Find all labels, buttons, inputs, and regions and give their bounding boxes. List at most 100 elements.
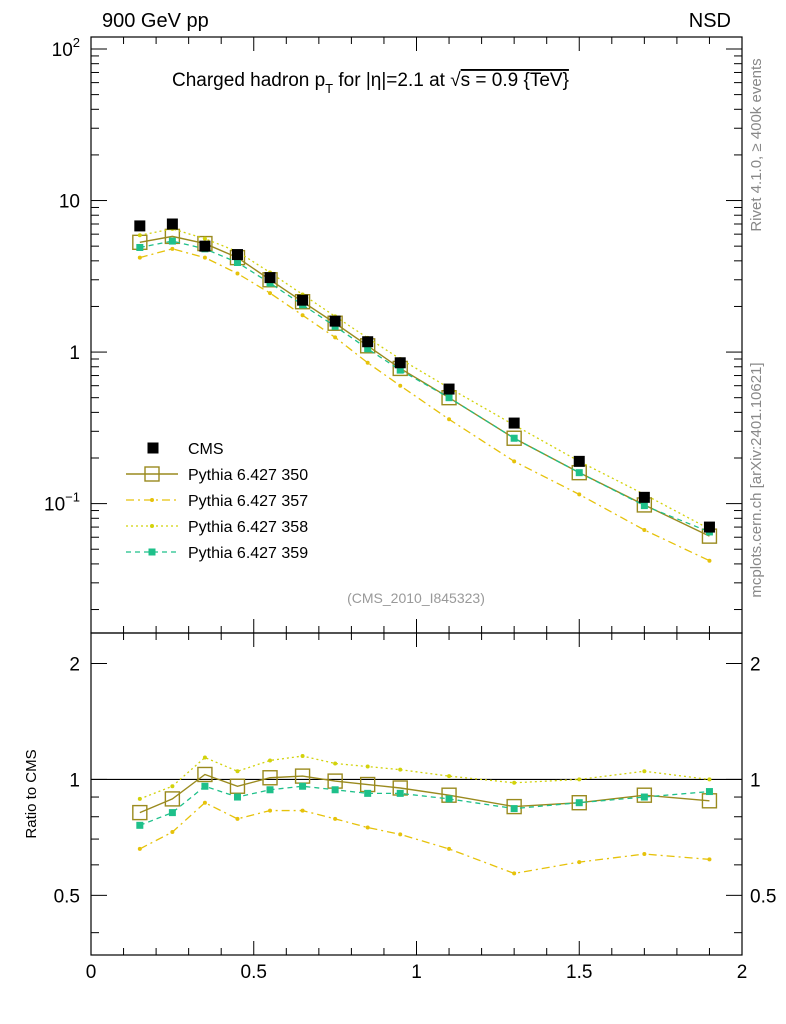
ratio-point-p359 — [299, 782, 307, 790]
legend-label-p357: Pythia 6.427 357 — [188, 493, 308, 510]
point-p359 — [445, 394, 453, 402]
ratio-point-p350 — [506, 798, 522, 815]
point-data — [362, 336, 374, 348]
point-data — [508, 417, 520, 429]
ratio-point-p358 — [447, 774, 452, 779]
point-data — [231, 249, 243, 261]
series-line-p350 — [139, 235, 710, 537]
ratio-point-p358 — [365, 764, 370, 769]
title-prefix: Charged hadron p — [172, 70, 325, 91]
series-group — [132, 218, 718, 563]
legend-label-data: CMS — [188, 441, 224, 458]
point-data — [573, 455, 585, 467]
ratio-point-p357 — [398, 832, 403, 837]
point-p357 — [170, 246, 175, 251]
ratio-line-p357 — [139, 801, 710, 875]
ratio-point-p358 — [512, 780, 517, 785]
point-p357 — [365, 360, 370, 365]
point-p359 — [136, 243, 144, 251]
point-data — [166, 218, 178, 230]
ratio-point-p350 — [164, 791, 181, 807]
y-tick-base: 10 — [44, 495, 65, 516]
ratio-point-p350 — [229, 778, 246, 794]
ratio-point-p359 — [640, 793, 648, 801]
ratio-point-p358 — [642, 769, 647, 774]
y-tick-base: 10 — [52, 40, 73, 61]
series-line-p357 — [139, 248, 710, 562]
point-data — [199, 240, 211, 252]
plot-title: Charged hadron pT for |η|=2.1 at √s = 0.… — [172, 70, 569, 96]
y-tick-label: 10−1 — [44, 490, 80, 516]
ratio-point-p357 — [300, 808, 305, 813]
ratio-point-p357 — [202, 800, 207, 805]
ratio-point-p359 — [233, 793, 241, 801]
ratio-point-p359 — [168, 809, 176, 817]
point-p357 — [300, 313, 305, 318]
point-p357 — [398, 383, 403, 388]
y-tick-label: 10 — [59, 192, 80, 213]
point-p357 — [202, 255, 207, 260]
series-line-p359 — [139, 240, 710, 533]
ratio-point-p357 — [235, 816, 240, 821]
point-data — [297, 294, 309, 306]
ratio-point-p357 — [365, 825, 370, 830]
point-p357 — [333, 335, 338, 340]
ratio-point-p350 — [132, 804, 148, 821]
analysis-id: (CMS_2010_I845323) — [347, 590, 485, 606]
legend-label-p358: Pythia 6.427 358 — [188, 519, 308, 536]
point-data — [638, 491, 650, 503]
legend-marker-p357 — [150, 498, 154, 502]
ratio-point-p359 — [331, 786, 339, 794]
x-tick-label: 2 — [737, 962, 748, 983]
point-p359 — [640, 502, 648, 510]
ratio-point-p358 — [300, 754, 305, 759]
ratio-point-p357 — [512, 871, 517, 876]
ratio-point-p358 — [170, 784, 175, 789]
ratio-point-p359 — [510, 805, 518, 813]
ratio-line-p358 — [139, 755, 710, 800]
y-tick-label: 1 — [69, 343, 80, 364]
ratio-point-p358 — [707, 777, 712, 782]
ratio-point-p357 — [268, 808, 273, 813]
header-energy: 900 GeV pp — [102, 10, 209, 32]
ratio-point-p358 — [137, 796, 142, 801]
ratio-y-tick-label: 1 — [69, 770, 80, 791]
point-p359 — [396, 366, 404, 374]
point-p357 — [707, 558, 712, 563]
y-tick-exp: 2 — [73, 35, 80, 50]
ratio-point-p358 — [577, 777, 582, 782]
point-p357 — [137, 255, 142, 260]
ratio-point-p350 — [636, 787, 653, 803]
point-data — [703, 521, 715, 533]
title-sub: T — [325, 81, 333, 96]
point-p358 — [137, 233, 142, 238]
rivet-label: Rivet 4.1.0, ≥ 400k events — [748, 58, 765, 231]
title-eta: for |η|=2.1 at — [333, 70, 450, 91]
y-tick-exp: −1 — [65, 490, 80, 505]
series-line-p358 — [139, 228, 710, 530]
point-p357 — [268, 291, 273, 296]
ratio-point-p358 — [333, 761, 338, 766]
main-panel-frame — [90, 36, 743, 634]
ratio-y-tick-label-right: 1 — [750, 770, 761, 791]
legend-marker-p350 — [144, 466, 160, 482]
point-p357 — [512, 459, 517, 464]
ratio-y-tick-label: 0.5 — [54, 886, 80, 907]
ratio-point-p359 — [364, 789, 372, 797]
point-p359 — [266, 279, 274, 287]
point-p359 — [575, 469, 583, 477]
ratio-point-p359 — [266, 786, 274, 794]
legend-label-p359: Pythia 6.427 359 — [188, 545, 308, 562]
ratio-point-p359 — [445, 795, 453, 803]
point-p359 — [364, 345, 372, 353]
ratio-point-p357 — [137, 846, 142, 851]
ratio-point-p357 — [577, 860, 582, 865]
legend-label-p350: Pythia 6.427 350 — [188, 467, 308, 484]
legend-marker-p359 — [148, 548, 156, 556]
point-p359 — [510, 434, 518, 442]
legend-marker-data — [147, 442, 159, 454]
title-s: s = 0.9 {TeV} — [461, 70, 569, 91]
ratio-point-p357 — [707, 857, 712, 862]
